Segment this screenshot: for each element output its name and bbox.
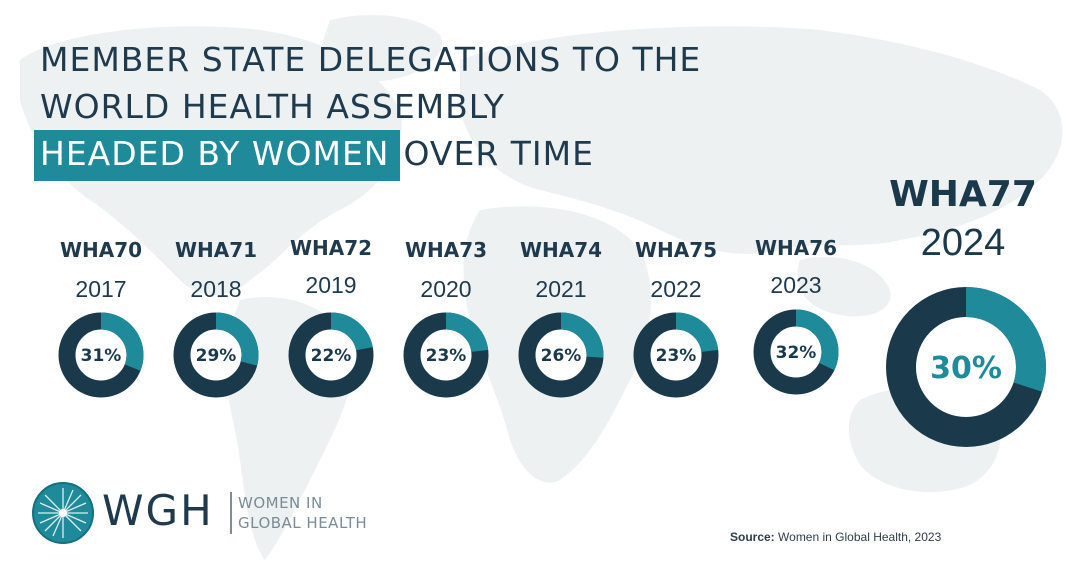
logo-text-line-2: GLOBAL HEALTH	[238, 514, 368, 532]
title-line-2: WORLD HEALTH ASSEMBLY	[40, 87, 505, 126]
donut-value-arc	[288, 312, 374, 398]
title-line-3: HEADED BY WOMEN OVER TIME	[34, 130, 594, 181]
donut-value-arc	[173, 312, 259, 398]
donut-value-label: 23%	[656, 346, 697, 366]
year-label-2022: 2022	[650, 276, 702, 302]
eurasia-shape	[460, 26, 1063, 254]
logo-text-line-1: WOMEN IN	[238, 494, 323, 512]
logo-divider	[230, 492, 232, 534]
donut-value-arc	[403, 312, 489, 398]
donut-value-arc	[518, 312, 604, 398]
donut-value-label: 29%	[196, 346, 237, 366]
source-label: Source:	[730, 530, 775, 544]
year-label-2020: 2020	[420, 276, 472, 302]
wgh-logo: WGH WOMEN IN GLOBAL HEALTH	[30, 478, 390, 548]
year-label-2023: 2023	[770, 272, 822, 298]
donut-value-label: 31%	[81, 346, 122, 366]
donut-2: 22%	[288, 312, 374, 398]
year-label-2019: 2019	[305, 272, 357, 298]
session-label-wha71: WHA71	[174, 238, 258, 262]
donut-featured: 30%	[886, 287, 1046, 447]
featured-year-label: 2024	[920, 222, 1006, 264]
donut-3: 23%	[403, 312, 489, 398]
session-label-wha76: WHA76	[754, 236, 838, 260]
year-label-2021: 2021	[535, 276, 587, 302]
session-label-wha72: WHA72	[289, 236, 373, 260]
donut-value-arc	[753, 309, 839, 395]
donut-value-label: 23%	[426, 346, 467, 366]
logo-abbreviation: WGH	[102, 486, 214, 535]
donut-value-label: 32%	[776, 343, 817, 363]
title-line-1: MEMBER STATE DELEGATIONS TO THE	[40, 40, 702, 79]
title-highlight: HEADED BY WOMEN	[34, 130, 400, 181]
donut-value-arc	[633, 312, 719, 398]
title-line-3-rest: OVER TIME	[403, 134, 594, 173]
donut-value-label: 26%	[541, 346, 582, 366]
donut-6: 32%	[753, 309, 839, 395]
year-label-2017: 2017	[75, 276, 127, 302]
session-label-wha74: WHA74	[519, 238, 603, 262]
session-label-wha70: WHA70	[59, 238, 143, 262]
donut-5: 23%	[633, 312, 719, 398]
donut-1: 29%	[173, 312, 259, 398]
donut-value-arc	[58, 312, 144, 398]
donut-value-label: 22%	[311, 346, 352, 366]
southeast-asia-shape	[797, 256, 891, 317]
donut-value-label: 30%	[930, 351, 1002, 386]
session-label-wha73: WHA73	[404, 238, 488, 262]
donut-value-arc	[886, 287, 1046, 447]
greenland-shape	[320, 15, 442, 81]
source-note: Source: Women in Global Health, 2023	[730, 530, 941, 544]
donut-4: 26%	[518, 312, 604, 398]
starburst-globe-icon	[32, 482, 94, 544]
session-label-wha75: WHA75	[634, 238, 718, 262]
donut-0: 31%	[58, 312, 144, 398]
year-label-2018: 2018	[190, 276, 242, 302]
featured-session-label: WHA77	[889, 174, 1037, 215]
source-text: Women in Global Health, 2023	[778, 530, 942, 544]
